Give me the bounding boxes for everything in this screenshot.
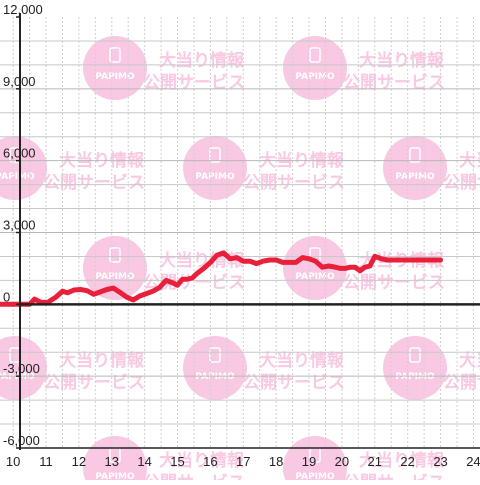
y-tick-label: 6,000	[3, 146, 36, 161]
watermark-circle	[83, 36, 147, 100]
watermark-line1: 大当り情報	[59, 350, 145, 371]
watermark-circle	[83, 236, 147, 300]
watermark-line1: 大当り情報	[359, 50, 445, 71]
x-tick-label: 18	[269, 454, 283, 469]
series-layer	[0, 250, 443, 307]
watermark-circle	[183, 336, 247, 400]
watermark-circle	[383, 136, 447, 200]
watermark-line2: 公開サービス	[243, 373, 345, 393]
watermark-badge-text: PAPIMO	[95, 472, 135, 480]
y-tick-label: -6,000	[3, 433, 40, 448]
watermark-line2: 公開サービス	[143, 73, 245, 93]
watermark-badge-text: PAPIMO	[295, 472, 335, 480]
watermark-badge-text: PAPIMO	[195, 372, 235, 382]
watermark-line1: 大当り情報	[259, 350, 345, 371]
watermark-badge-text: PAPIMO	[295, 272, 335, 282]
x-tick-label: 20	[335, 454, 349, 469]
y-tick-label: 0	[3, 289, 10, 304]
phone-icon	[209, 347, 221, 363]
y-tick-label: 9,000	[3, 74, 36, 89]
watermark-line2: 公開サービス	[443, 373, 480, 393]
watermark-line2: 公開サービス	[343, 473, 445, 480]
watermark-line2: 公開サービス	[43, 373, 145, 393]
watermark-badge-text: PAPIMO	[95, 272, 135, 282]
watermark-line1: 大当り情報	[159, 450, 245, 471]
watermark-circle	[283, 36, 347, 100]
y-tick-label: -3,000	[3, 361, 40, 376]
x-tick-label: 13	[105, 454, 119, 469]
phone-icon	[309, 47, 321, 63]
watermark-line2: 公開サービス	[143, 273, 245, 293]
x-tick-label: 23	[433, 454, 447, 469]
grid-layer	[0, 17, 480, 448]
x-tick-label: 12	[72, 454, 86, 469]
watermark-circle	[283, 236, 347, 300]
axis-layer	[16, 13, 480, 450]
x-tick-label: 11	[39, 454, 53, 469]
watermark-circle	[383, 336, 447, 400]
series-line	[0, 250, 443, 307]
watermark-line2: 公開サービス	[343, 73, 445, 93]
watermark-badge-text: PAPIMO	[395, 172, 435, 182]
phone-icon	[109, 47, 121, 63]
x-tick-label: 17	[236, 454, 250, 469]
watermark-circle	[0, 136, 47, 200]
x-tick-label: 21	[368, 454, 382, 469]
y-tick-label: 12,000	[3, 2, 43, 17]
x-tick-label: 22	[400, 454, 414, 469]
y-tick-label: 3,000	[3, 218, 36, 233]
watermark-line2: 公開サービス	[343, 273, 445, 293]
x-tick-label: 16	[203, 454, 217, 469]
phone-icon	[109, 247, 121, 263]
watermark-circle	[183, 136, 247, 200]
phone-icon	[209, 147, 221, 163]
watermark-badge-text: PAPIMO	[95, 72, 135, 82]
phone-icon	[409, 347, 421, 363]
watermark-line1: 大当り情報	[359, 450, 445, 471]
x-tick-labels: 10 11 12 13 14 15 16 17 18 19 20 21 22 23 24	[6, 454, 480, 469]
watermark-line2: 公開サービス	[43, 173, 145, 193]
x-tick-label: 14	[137, 454, 151, 469]
watermark-line2: 公開サービス	[243, 173, 345, 193]
y-tick-labels: -6,000 -3,000 0 3,000 6,000 9,000 12,000	[3, 2, 43, 448]
watermark-badge-text: PAPIMO	[395, 372, 435, 382]
watermark-line1: 大当り情報	[459, 350, 480, 371]
x-tick-label: 10	[6, 454, 20, 469]
watermark-line2: 公開サービス	[443, 173, 480, 193]
watermark-line1: 大当り情報	[159, 50, 245, 71]
x-tick-label: 24	[466, 454, 480, 469]
watermark-badge-text: PAPIMO	[0, 372, 35, 382]
watermark-badge-text: PAPIMO	[295, 72, 335, 82]
watermark-badge-text: PAPIMO	[0, 172, 35, 182]
phone-icon	[409, 147, 421, 163]
watermark-line2: 公開サービス	[143, 473, 245, 480]
x-tick-label: 15	[170, 454, 184, 469]
x-tick-label: 19	[302, 454, 316, 469]
watermark-badge-text: PAPIMO	[195, 172, 235, 182]
